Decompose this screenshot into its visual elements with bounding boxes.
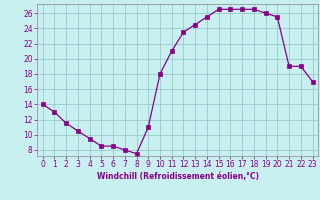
X-axis label: Windchill (Refroidissement éolien,°C): Windchill (Refroidissement éolien,°C) <box>97 172 259 181</box>
